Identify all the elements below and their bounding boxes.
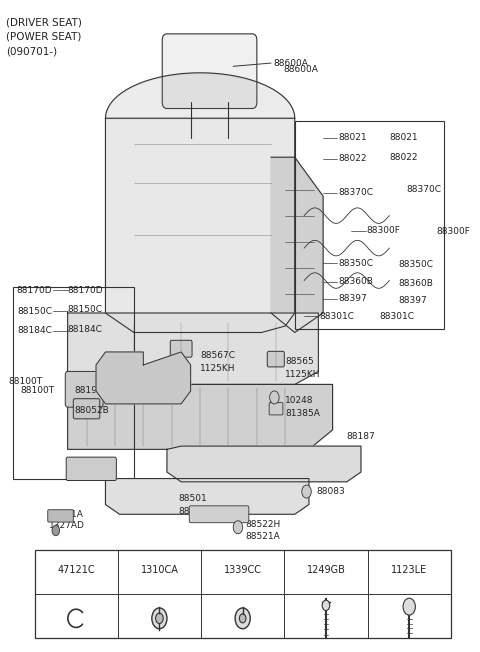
Text: 88360B: 88360B [338,277,373,286]
Text: 88500G: 88500G [179,507,215,516]
Polygon shape [106,118,295,333]
Text: 88083: 88083 [316,487,345,496]
Text: 81385A: 81385A [285,409,320,418]
Text: 1123LE: 1123LE [391,565,427,575]
Bar [13,287,134,479]
Text: 88184C: 88184C [18,326,52,335]
Text: 1125KH: 1125KH [285,370,321,379]
Text: 88052B: 88052B [75,406,109,415]
Text: 88600A: 88600A [274,59,308,68]
Polygon shape [68,313,318,385]
Text: 88301C: 88301C [380,312,415,321]
Text: 88021: 88021 [338,133,367,142]
Text: 88350C: 88350C [399,260,434,269]
Text: 88022: 88022 [338,154,367,163]
Circle shape [403,599,415,615]
Text: 88022: 88022 [389,153,418,162]
Text: 88300F: 88300F [367,226,400,235]
Text: 1310CA: 1310CA [141,565,179,575]
Text: 88193C: 88193C [75,387,110,395]
Circle shape [270,391,279,404]
FancyBboxPatch shape [65,372,103,407]
Text: 10248: 10248 [285,396,314,405]
Circle shape [235,608,250,629]
Text: 88501: 88501 [179,494,207,503]
Circle shape [233,521,243,534]
FancyBboxPatch shape [73,399,100,419]
Text: 47121C: 47121C [57,565,95,575]
Text: 1327AD: 1327AD [48,521,84,530]
FancyBboxPatch shape [162,34,257,108]
Text: 88350C: 88350C [338,259,373,267]
Text: 88567C: 88567C [200,351,235,360]
Circle shape [240,614,246,623]
Text: 88021: 88021 [389,133,418,142]
Text: 88184C: 88184C [68,325,103,334]
Polygon shape [96,352,191,404]
Polygon shape [271,157,323,333]
Text: (090701-): (090701-) [6,46,57,56]
Text: 88170D: 88170D [17,286,52,295]
Text: 88300F: 88300F [437,228,470,237]
FancyBboxPatch shape [170,340,192,357]
Text: 88565: 88565 [285,357,314,366]
Text: 88370C: 88370C [406,185,441,194]
Text: 88191G: 88191G [70,464,106,473]
Text: 1339CC: 1339CC [224,565,262,575]
Polygon shape [68,385,333,449]
Text: 1125KH: 1125KH [200,364,236,373]
Polygon shape [106,479,309,514]
Circle shape [302,485,311,498]
Text: 88360B: 88360B [399,279,433,288]
Text: 88150C: 88150C [17,306,52,316]
Text: 88522H: 88522H [245,520,280,529]
Text: (POWER SEAT): (POWER SEAT) [6,32,82,42]
FancyBboxPatch shape [267,351,284,367]
Bar [295,121,444,329]
Text: 88187: 88187 [347,432,375,441]
Circle shape [52,526,60,536]
FancyBboxPatch shape [66,457,116,481]
Text: 88397: 88397 [338,294,367,303]
Text: 88100T: 88100T [20,387,54,395]
Polygon shape [167,446,361,482]
Bar [35,550,451,638]
Circle shape [156,613,163,623]
Circle shape [152,608,167,629]
Text: 88600A: 88600A [283,65,318,74]
FancyBboxPatch shape [269,402,283,415]
Text: 88521A: 88521A [245,533,280,542]
Text: 88100T: 88100T [9,377,43,386]
Text: 1249GB: 1249GB [307,565,346,575]
Text: 88170D: 88170D [68,286,103,295]
Circle shape [322,600,330,610]
FancyBboxPatch shape [189,506,249,523]
Text: 88370C: 88370C [338,188,373,198]
Text: 88150C: 88150C [68,305,103,314]
FancyBboxPatch shape [48,510,73,522]
Text: 88397: 88397 [399,295,428,304]
Text: 88561A: 88561A [48,510,84,519]
Text: 88301C: 88301C [319,312,354,321]
Text: (DRIVER SEAT): (DRIVER SEAT) [6,18,82,27]
